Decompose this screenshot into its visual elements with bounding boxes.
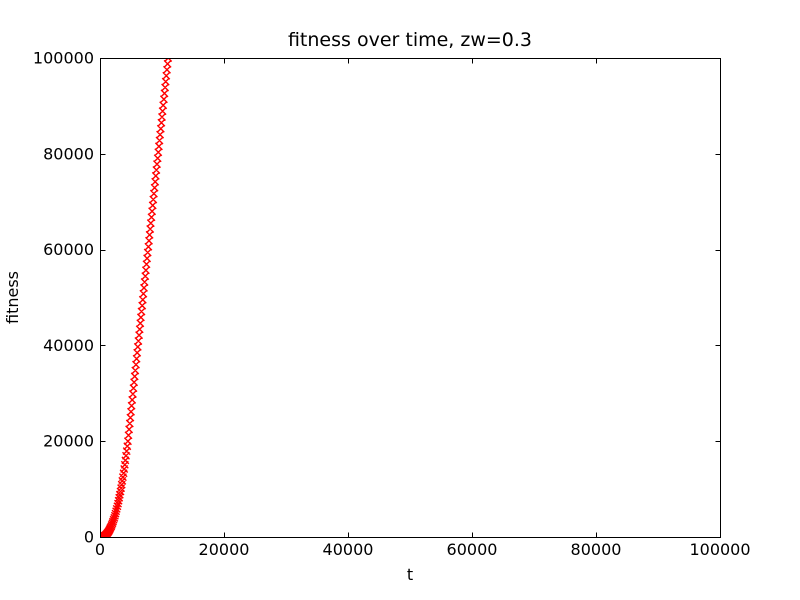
- y-tick-label: 20000: [43, 432, 94, 451]
- x-tick-label: 20000: [199, 540, 250, 559]
- x-tick-label: 0: [95, 540, 105, 559]
- y-axis-label: fitness: [3, 271, 22, 324]
- axis-tick-labels: 0 20000 40000 60000 80000 100000 0 20000 40000 60…: [33, 49, 751, 560]
- x-markers-path: [100, 58, 173, 537]
- x-tick-label: 80000: [571, 540, 622, 559]
- y-tick-label: 100000: [33, 49, 94, 68]
- y-tick-label: 40000: [43, 336, 94, 355]
- x-tick-label: 40000: [323, 540, 374, 559]
- chart-title: fitness over time, zw=0.3: [288, 29, 532, 51]
- axes-background: [100, 58, 720, 537]
- y-tick-label: 80000: [43, 144, 94, 163]
- y-tick-label: 60000: [43, 240, 94, 259]
- axes-spines: [100, 58, 721, 538]
- x-tick-label: 60000: [447, 540, 498, 559]
- x-axis-label: t: [407, 565, 413, 584]
- y-tick-label: 0: [84, 528, 94, 547]
- data-series-fitness: [100, 58, 173, 537]
- x-tick-label: 100000: [689, 540, 750, 559]
